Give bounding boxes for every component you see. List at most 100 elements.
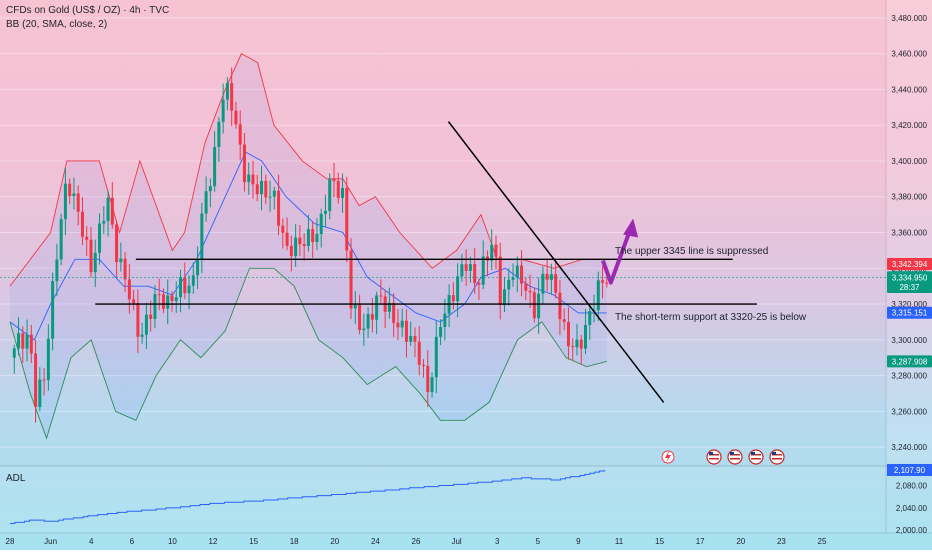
candle-body [119,258,123,263]
candle-body [341,187,345,198]
candle-body [127,279,131,300]
price-tick-label: 3,280.000 [891,372,927,381]
flag-stripe-icon [772,454,782,456]
trend-line [447,121,665,403]
candle-body [221,99,225,122]
price-tag [887,306,932,319]
candle-body [123,258,127,280]
adl-tick-label: 2,040.00 [896,504,928,513]
candle-body [63,183,67,220]
candle-body [17,333,21,349]
candle-body [477,283,481,285]
candle-body [12,348,16,358]
flag-stripe-icon [730,458,740,460]
candle-body [230,82,234,111]
time-tick-label: 10 [168,537,177,546]
flag-stripe-icon [751,454,761,456]
candle-body [268,196,272,198]
candle-body [528,290,532,293]
candle-body [59,219,63,260]
time-axis[interactable]: 28 Jun 4 6 10 12 15 18 20 24 26 Jul 3 5 9 11 15 17 20 23 25 [6,537,827,546]
adl-tick-label: 2,080.00 [896,482,928,491]
candle-body [311,229,315,243]
candle-body [430,377,434,393]
candle-body [89,239,93,273]
candle-body [93,252,97,273]
price-tick-label: 3,300.000 [891,336,927,345]
time-tick-label: 18 [290,537,299,546]
candle-body [588,310,592,326]
candle-body [217,121,221,148]
candle-body [200,213,204,260]
candle-body [387,302,391,312]
candle-body [464,264,468,271]
candle-body [319,213,323,234]
candle-body [115,224,119,263]
candle-body [485,256,489,261]
candle-body [409,336,413,342]
price-tick-label: 3,440.000 [891,85,927,94]
candle-body [566,322,570,347]
candle-body [68,183,72,197]
candle-body [29,334,33,354]
adl-value-label: 2,107.90 [894,466,926,475]
candle-body [179,277,183,298]
adl-label: ADL [6,473,26,484]
time-tick-label: 24 [371,537,380,546]
candle-body [494,244,498,257]
time-tick-label: 28 [6,537,15,546]
price-tick-label: 3,400.000 [891,157,927,166]
drawings[interactable]: The upper 3345 line is suppressed The sho… [0,121,886,403]
candle-body [289,245,293,257]
candle-body [323,210,327,214]
adl-value-tag [887,463,932,476]
candle-body [503,289,507,306]
price-tag [887,257,932,270]
candle-body [183,277,187,294]
candle-body [366,314,370,329]
time-tick-label: 20 [330,537,339,546]
candle-body [379,295,383,297]
purple-arrow-head [623,218,639,238]
flag-canton-icon [730,452,734,455]
purple-arrow [601,231,632,285]
indicator-legend: BB (20, SMA, close, 2) [6,19,107,30]
candle-body [498,256,502,306]
candle-body [584,325,588,349]
candle-body [55,259,59,282]
time-tick-label: 11 [615,537,624,546]
candle-body [25,334,29,349]
candle-body [140,334,144,337]
price-tick-label: 3,380.000 [891,193,927,202]
price-tick-label: 3,240.000 [891,443,927,452]
price-tick-label: 3,320.000 [891,300,927,309]
price-tick-label: 3,480.000 [891,14,927,23]
price-axis[interactable]: 3,240.000 3,260.000 3,280.000 3,300.000 3,32… [886,0,932,465]
candle-body [302,244,306,247]
candle-body [549,274,553,280]
candle-body [413,336,417,342]
time-tick-label: 26 [412,537,421,546]
price-tag-label: 3,287.908 [892,357,928,366]
candle-body [234,110,238,125]
candle-body [426,365,430,393]
time-tick-label: 25 [818,537,827,546]
adl-line [10,469,605,525]
event-icons[interactable] [661,449,785,465]
price-tag [887,271,932,284]
symbol-title: CFDs on Gold (US$ / OZ) · 4h · TVC [6,5,169,16]
time-tick-label: Jun [44,537,57,546]
candle-body [102,221,106,224]
candle-body [328,178,332,211]
bb-lower-line [9,267,607,440]
candle-body [80,211,84,237]
candle-body [473,264,477,284]
time-tick-label: 12 [209,537,218,546]
candle-body [298,237,302,245]
candle-body [545,273,549,280]
candle-body [451,295,455,302]
candle-body [251,174,255,185]
